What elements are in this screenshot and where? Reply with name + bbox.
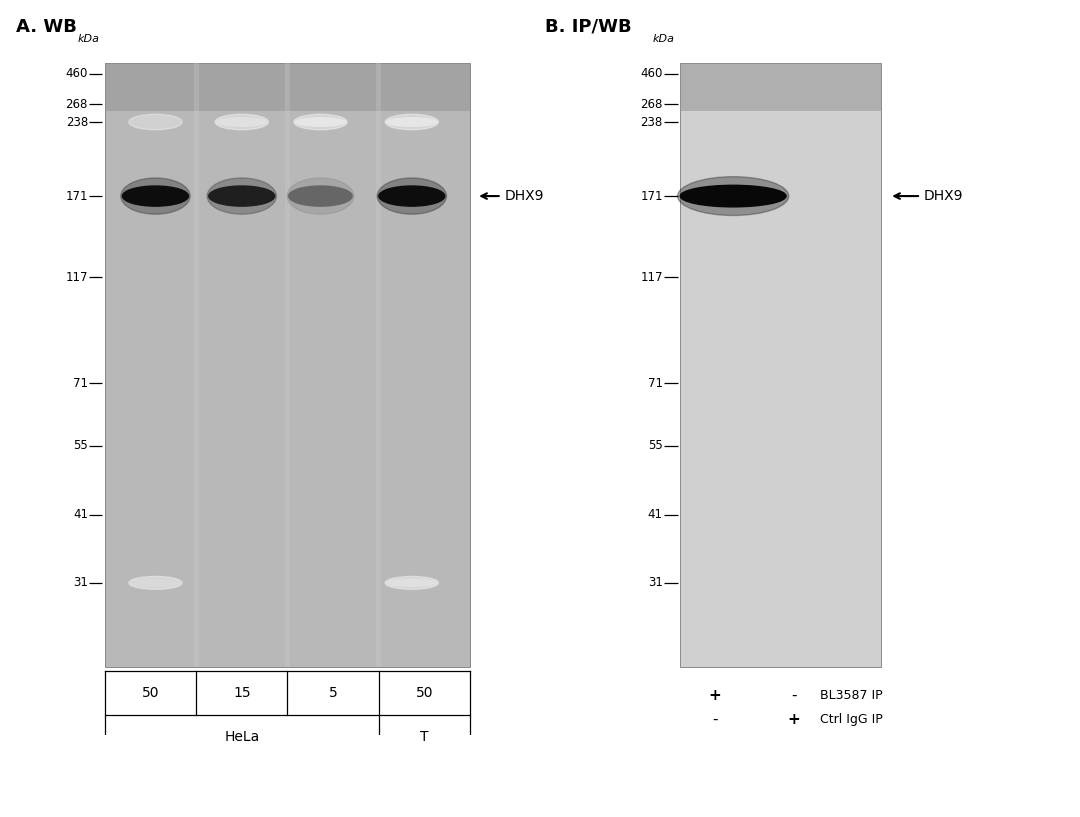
Text: 460: 460 [66, 67, 87, 80]
Text: 15: 15 [233, 686, 251, 700]
Text: A. WB: A. WB [16, 18, 77, 36]
Ellipse shape [387, 118, 437, 127]
Ellipse shape [129, 577, 183, 589]
Ellipse shape [121, 178, 190, 214]
Bar [285, 63, 289, 667]
Text: -: - [712, 712, 717, 727]
Ellipse shape [386, 577, 438, 589]
Ellipse shape [387, 579, 437, 587]
Ellipse shape [208, 186, 274, 206]
Ellipse shape [207, 178, 276, 214]
Ellipse shape [377, 178, 446, 214]
Bar [193, 63, 199, 667]
Ellipse shape [288, 186, 352, 206]
Text: 268: 268 [640, 97, 663, 110]
Text: 31: 31 [648, 576, 663, 589]
Text: 50: 50 [416, 686, 433, 700]
Text: 238: 238 [640, 115, 663, 128]
Text: HeLa: HeLa [225, 730, 259, 744]
Text: 171: 171 [640, 190, 663, 203]
Ellipse shape [216, 118, 267, 127]
Ellipse shape [287, 178, 354, 214]
Text: -: - [792, 688, 797, 703]
Text: 31: 31 [73, 576, 87, 589]
Ellipse shape [130, 118, 180, 127]
Text: 460: 460 [640, 67, 663, 80]
Text: 50: 50 [141, 686, 159, 700]
Ellipse shape [129, 114, 183, 130]
Ellipse shape [386, 114, 438, 130]
Text: 55: 55 [648, 439, 663, 452]
Text: +: + [708, 688, 721, 703]
Ellipse shape [379, 186, 445, 206]
Text: Ctrl IgG IP: Ctrl IgG IP [821, 713, 883, 726]
Text: 268: 268 [66, 97, 87, 110]
Bar [105, 63, 470, 111]
Bar [680, 63, 881, 667]
Bar [376, 63, 381, 667]
Text: 41: 41 [73, 508, 87, 521]
Bar [105, 63, 470, 667]
Ellipse shape [680, 185, 786, 207]
Text: BL3587 IP: BL3587 IP [821, 689, 883, 702]
Text: 117: 117 [640, 270, 663, 283]
Ellipse shape [215, 114, 269, 130]
Text: 171: 171 [66, 190, 87, 203]
Text: 238: 238 [66, 115, 87, 128]
Ellipse shape [294, 114, 347, 130]
Text: 41: 41 [648, 508, 663, 521]
Ellipse shape [122, 186, 188, 206]
Ellipse shape [295, 118, 346, 127]
Text: 5: 5 [328, 686, 338, 700]
Text: DHX9: DHX9 [923, 189, 963, 203]
Text: B. IP/WB: B. IP/WB [545, 18, 632, 36]
Text: DHX9: DHX9 [504, 189, 544, 203]
Text: 71: 71 [648, 377, 663, 390]
Text: 55: 55 [73, 439, 87, 452]
Text: kDa: kDa [78, 34, 99, 44]
Text: T: T [420, 730, 429, 744]
Bar [680, 63, 881, 111]
Text: 71: 71 [73, 377, 87, 390]
Ellipse shape [130, 579, 180, 587]
Text: kDa: kDa [653, 34, 675, 44]
Text: 117: 117 [66, 270, 87, 283]
Ellipse shape [677, 176, 788, 216]
Text: +: + [787, 712, 800, 727]
